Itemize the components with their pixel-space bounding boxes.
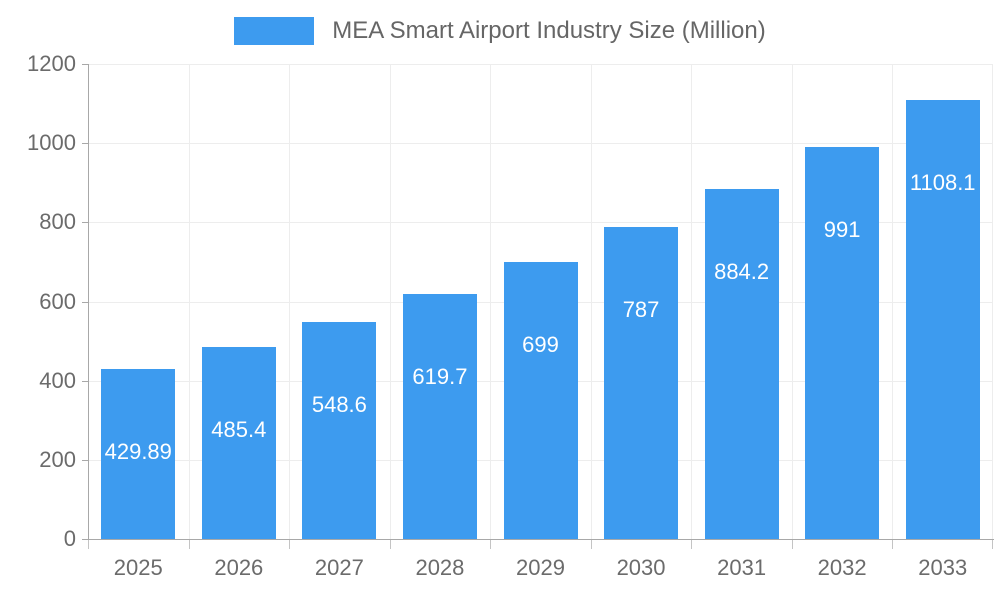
y-axis-tick-label: 400: [39, 367, 76, 393]
gridline-vertical: [892, 64, 893, 539]
chart-legend: MEA Smart Airport Industry Size (Million…: [0, 14, 1000, 48]
bar[interactable]: [905, 100, 980, 539]
x-axis-tick-label: 2031: [717, 555, 767, 580]
bar[interactable]: [503, 262, 578, 539]
bar[interactable]: [302, 321, 377, 539]
gridline-horizontal: [88, 143, 993, 145]
y-axis-tick-label: 200: [39, 446, 76, 472]
y-axis-tick-mark: [82, 459, 88, 461]
y-axis-tick-label: 600: [39, 288, 76, 314]
bar[interactable]: [402, 293, 477, 539]
bar[interactable]: [704, 189, 779, 539]
legend-item-label: MEA Smart Airport Industry Size (Million…: [332, 17, 766, 44]
plot-area: [88, 64, 993, 540]
y-axis-tick-mark: [82, 539, 88, 540]
x-axis-tick-label: 2030: [616, 555, 666, 580]
bar[interactable]: [101, 368, 176, 539]
x-axis-line: [88, 539, 994, 540]
y-axis-tick-mark: [82, 380, 88, 382]
y-axis-tick-label: 0: [63, 526, 76, 551]
y-axis-line: [88, 64, 89, 540]
x-axis-tick-mark: [892, 540, 893, 549]
y-axis-tick-mark: [82, 222, 88, 224]
legend-item-series-1[interactable]: MEA Smart Airport Industry Size (Million…: [234, 17, 766, 45]
y-axis-tick-label: 1000: [27, 130, 76, 156]
x-axis-tick-mark: [490, 540, 491, 549]
x-axis-tick-label: 2025: [113, 555, 163, 580]
y-axis-tick-mark: [82, 143, 88, 145]
bar[interactable]: [201, 346, 276, 539]
x-axis-tick-mark: [289, 540, 290, 549]
gridline-vertical: [591, 64, 592, 539]
y-axis-tick-mark: [82, 301, 88, 303]
gridline-horizontal: [88, 64, 993, 65]
bar[interactable]: [805, 146, 880, 539]
x-axis-tick-label: 2026: [214, 555, 264, 580]
gridline-vertical: [992, 64, 993, 539]
y-axis-tick-label: 800: [39, 209, 76, 235]
x-axis-tick-label: 2028: [415, 555, 465, 580]
legend-swatch-icon: [234, 17, 315, 45]
gridline-horizontal: [88, 222, 993, 224]
x-axis-tick-mark: [792, 540, 793, 549]
gridline-vertical: [189, 64, 190, 539]
y-axis-tick-label: 1200: [27, 51, 76, 76]
x-axis-tick-label: 2033: [918, 555, 968, 580]
x-axis-tick-label: 2027: [314, 555, 364, 580]
x-axis-tick-label: 2029: [516, 555, 565, 580]
x-axis-tick-mark: [591, 540, 592, 549]
gridline-vertical: [691, 64, 692, 539]
gridline-vertical: [390, 64, 391, 539]
gridline-vertical: [490, 64, 491, 539]
x-axis-tick-mark: [189, 540, 190, 549]
x-axis-tick-mark: [691, 540, 692, 549]
y-axis-tick-mark: [82, 64, 88, 65]
gridline-vertical: [792, 64, 793, 539]
bar[interactable]: [604, 227, 679, 539]
x-axis-tick-mark: [88, 540, 89, 549]
x-axis-tick-label: 2032: [817, 555, 867, 580]
gridline-vertical: [289, 64, 290, 539]
x-axis-tick-mark: [992, 540, 993, 549]
x-axis-tick-mark: [390, 540, 391, 549]
